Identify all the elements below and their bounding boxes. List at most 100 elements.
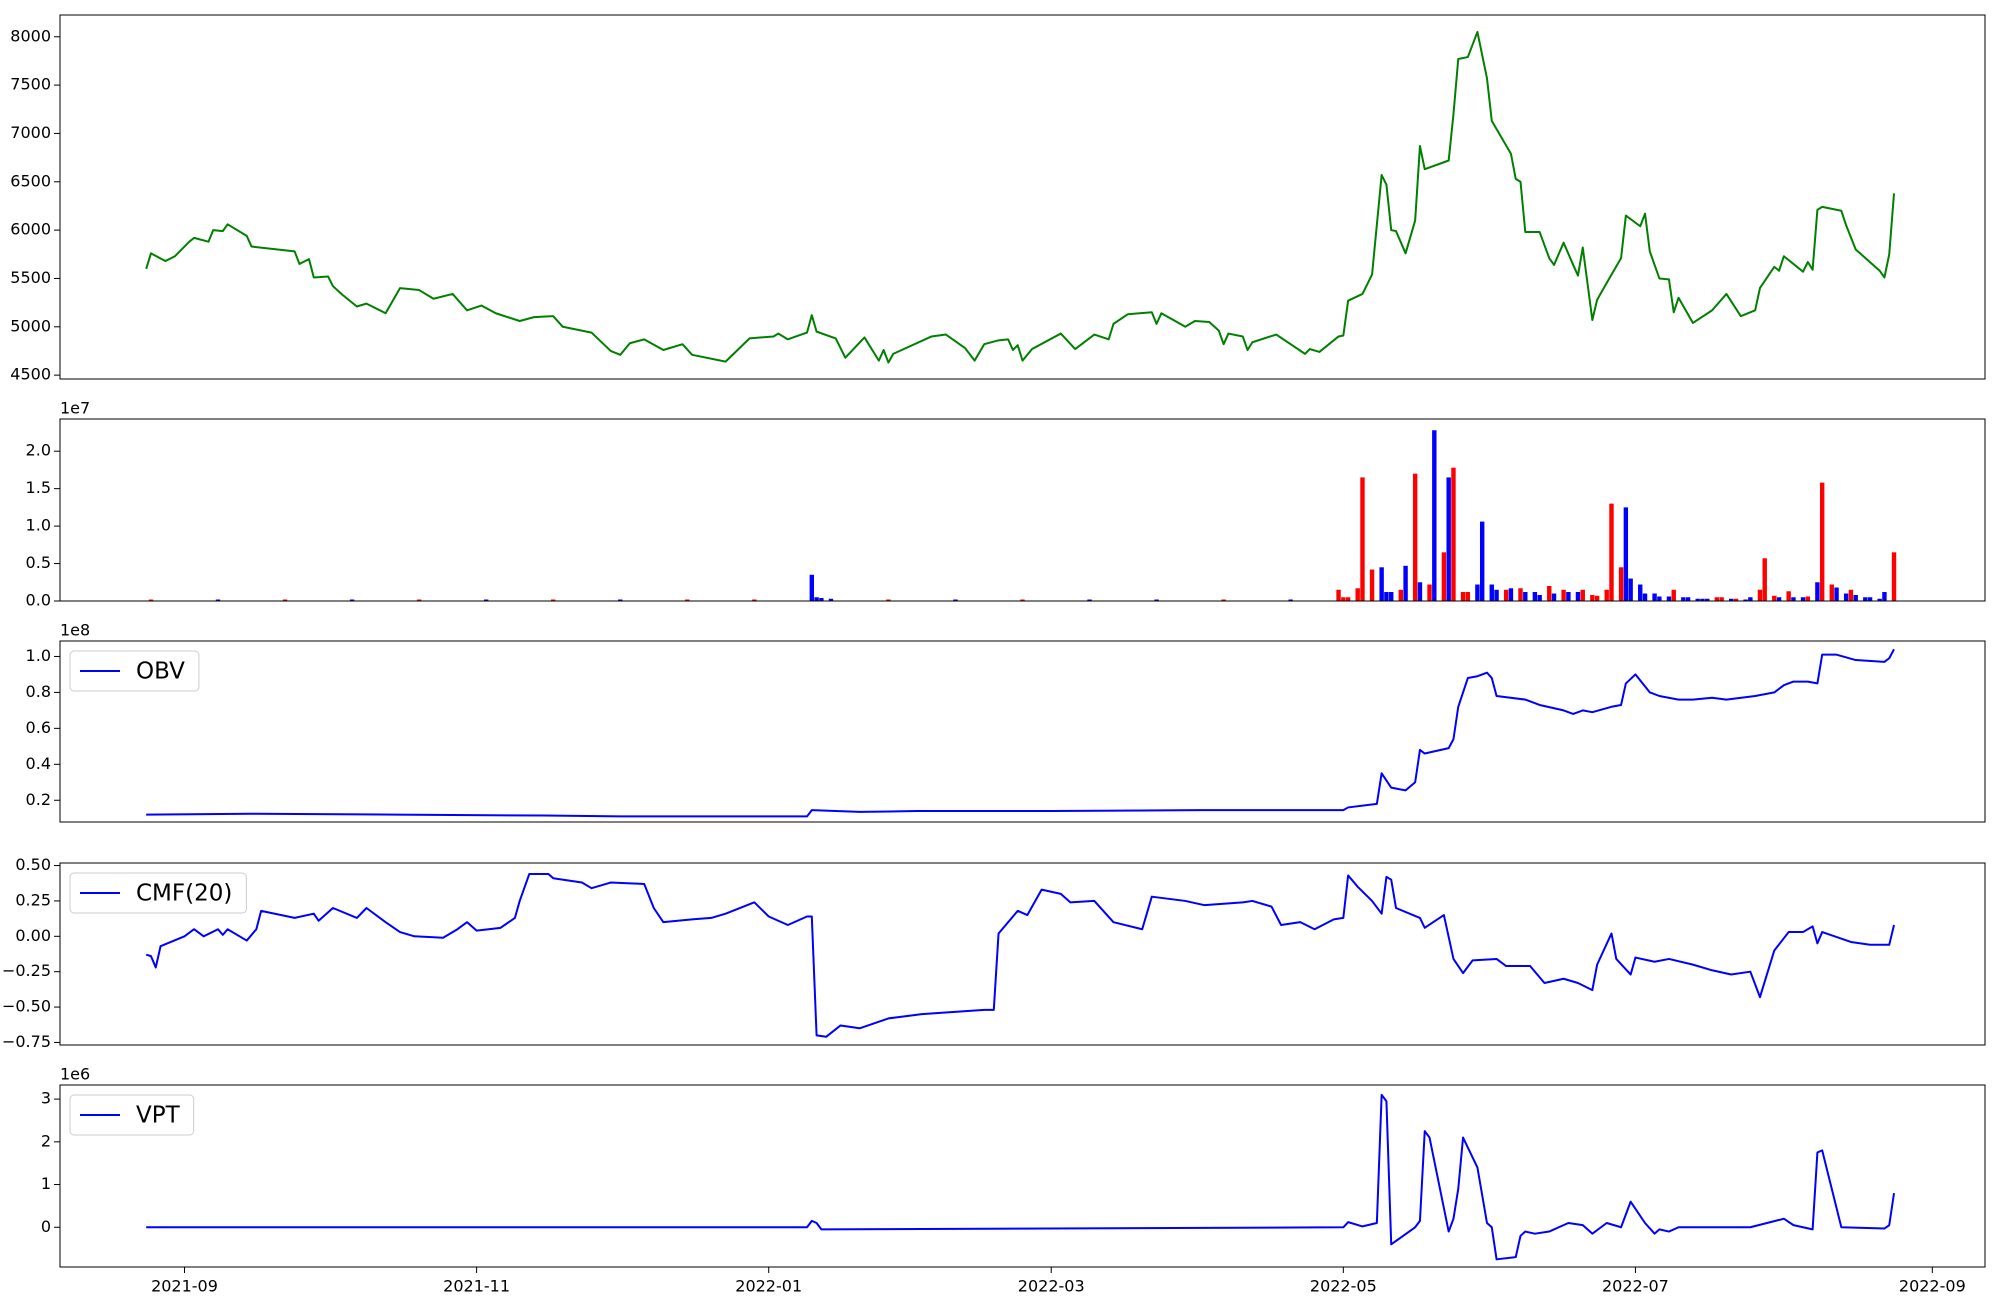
bar xyxy=(1369,569,1375,601)
bar xyxy=(1705,598,1710,601)
bar xyxy=(1575,592,1581,601)
bar xyxy=(1695,598,1700,601)
bar xyxy=(1743,599,1748,601)
legend: CMF(20) xyxy=(69,872,247,914)
bar xyxy=(1891,552,1897,601)
bar xyxy=(1805,596,1811,601)
plot-area xyxy=(148,430,1897,601)
bar xyxy=(1341,597,1346,601)
bar xyxy=(1652,593,1657,601)
line xyxy=(145,30,1896,364)
bar xyxy=(1547,586,1552,601)
bar xyxy=(1628,578,1633,601)
bar xyxy=(886,599,891,601)
bar xyxy=(1451,467,1456,601)
y-tick-label: 0.8 xyxy=(26,682,51,701)
bar xyxy=(1681,597,1686,601)
bar xyxy=(215,599,221,601)
bar xyxy=(1432,430,1437,601)
bar xyxy=(1566,592,1571,601)
bar xyxy=(1412,473,1418,601)
bar xyxy=(1427,584,1432,601)
y-tick-label: −0.50 xyxy=(2,997,51,1016)
bar xyxy=(1618,567,1624,601)
axes-frame xyxy=(59,640,1986,823)
bar xyxy=(1848,589,1854,601)
bar xyxy=(483,599,489,601)
bar xyxy=(1446,477,1451,601)
bar xyxy=(1580,589,1585,601)
bar xyxy=(1685,597,1691,601)
bar xyxy=(1594,595,1600,601)
plot-area xyxy=(145,873,1895,1038)
bar xyxy=(1503,589,1509,601)
y-tick-label: 5500 xyxy=(10,268,51,287)
bar xyxy=(1819,482,1825,601)
x-tick-label: 2022-09 xyxy=(1899,1277,1966,1296)
y-tick-label: 7000 xyxy=(10,123,51,142)
panel: 0.0 0.5 1.0 1.5 2.0 1e7 xyxy=(26,399,1986,610)
bar xyxy=(1762,558,1767,601)
y-tick-label: 0.0 xyxy=(26,591,51,610)
y-tick-label: 0.6 xyxy=(26,718,51,737)
bar xyxy=(1590,595,1595,601)
bar xyxy=(1288,599,1293,601)
bar xyxy=(1537,595,1542,601)
y-tick-label: 1.5 xyxy=(26,478,51,497)
legend-box xyxy=(69,872,247,914)
y-tick-label: 0 xyxy=(41,1217,51,1236)
bar xyxy=(1355,588,1360,601)
axes-frame xyxy=(59,14,1986,380)
bar xyxy=(1508,588,1514,601)
bar xyxy=(1757,589,1763,601)
bar xyxy=(1532,592,1538,601)
y-tick-label: 4500 xyxy=(10,365,51,384)
bar xyxy=(1489,584,1494,601)
x-tick-label: 2022-05 xyxy=(1310,1277,1377,1296)
bar xyxy=(1417,582,1423,601)
bar xyxy=(1518,588,1523,601)
y-tick-label: 1.0 xyxy=(26,516,51,535)
bar xyxy=(1384,592,1389,601)
bar xyxy=(1843,593,1849,601)
bar xyxy=(1733,598,1739,601)
x-tick-label: 2021-09 xyxy=(151,1277,218,1296)
bar xyxy=(1834,587,1839,601)
bar xyxy=(1475,584,1480,601)
y-tick-label: 0.2 xyxy=(26,790,51,809)
bar xyxy=(809,574,815,601)
legend-label: VPT xyxy=(136,1103,181,1129)
line xyxy=(146,1093,1896,1261)
bar xyxy=(1671,589,1676,601)
y-tick-label: 0.00 xyxy=(15,926,51,945)
legend: VPT xyxy=(69,1094,195,1136)
legend-label: CMF(20) xyxy=(136,881,232,907)
bar xyxy=(416,599,422,601)
legend-box xyxy=(69,1094,195,1136)
y-tick-label: 3 xyxy=(41,1089,51,1108)
bar xyxy=(1403,565,1408,601)
y-tick-label: 7500 xyxy=(10,75,51,94)
bar xyxy=(1772,595,1777,601)
bar xyxy=(953,599,958,601)
y-tick-label: 1.0 xyxy=(26,646,51,665)
bar xyxy=(1867,597,1873,601)
bar xyxy=(1398,589,1403,601)
panel: −0.75 −0.50 −0.25 0.00 0.25 0.50 CMF(20) xyxy=(2,855,1986,1051)
bar xyxy=(1460,592,1466,601)
bar xyxy=(1719,597,1724,601)
bar xyxy=(1623,507,1629,601)
y-tick-label: −0.25 xyxy=(2,961,51,980)
y-offset-label: 1e7 xyxy=(60,399,90,418)
bar xyxy=(1791,597,1796,601)
bar xyxy=(1829,584,1834,601)
bar xyxy=(1815,582,1820,601)
axes-frame xyxy=(59,1084,1986,1268)
axes-frame xyxy=(59,418,1986,602)
bar xyxy=(1609,503,1614,601)
bar xyxy=(349,599,355,601)
panel: 0.2 0.4 0.6 0.8 1.0 1e8 OBV xyxy=(26,621,1986,823)
y-tick-label: 1 xyxy=(41,1174,51,1193)
bar xyxy=(1465,592,1471,601)
